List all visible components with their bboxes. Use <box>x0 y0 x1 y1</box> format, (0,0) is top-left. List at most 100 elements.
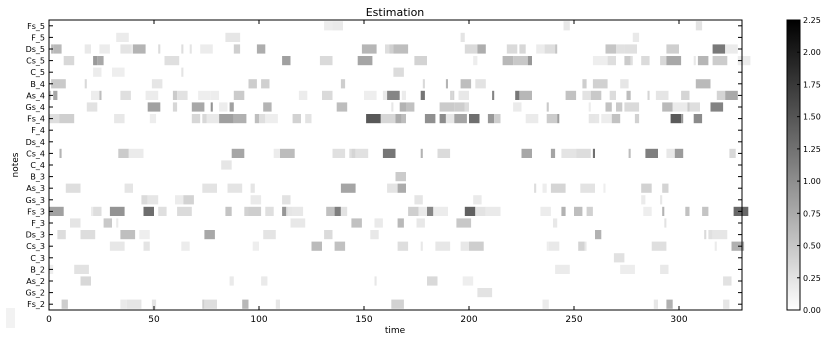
heatmap-cell <box>242 299 249 309</box>
heatmap-cell <box>454 114 467 124</box>
heatmap-cell <box>59 148 62 158</box>
heatmap-cell <box>282 195 291 205</box>
heatmap-cell <box>439 102 455 112</box>
heatmap-cell <box>502 56 514 66</box>
heatmap-cell <box>420 90 425 100</box>
heatmap-cell <box>546 114 558 124</box>
heatmap-cell <box>332 21 343 31</box>
heatmap-cell <box>546 102 549 112</box>
heatmap-cell <box>406 102 415 112</box>
heatmap-cell <box>143 206 154 216</box>
heatmap-cell <box>99 44 110 54</box>
heatmap-cell <box>57 230 66 240</box>
heatmap-cell <box>364 90 377 100</box>
y-tick-label: Fs_5 <box>27 22 45 31</box>
heatmap-cell <box>674 148 684 158</box>
heatmap-cell <box>611 114 621 124</box>
y-tick-label: Cs_5 <box>26 57 45 66</box>
heatmap-cell <box>93 67 102 77</box>
heatmap-cell <box>261 276 268 286</box>
heatmap-cell <box>487 114 495 124</box>
heatmap-cell <box>450 90 453 100</box>
heatmap-cell <box>695 79 711 89</box>
heatmap-cell <box>729 148 736 158</box>
heatmap-cell <box>124 183 133 193</box>
heatmap-cell <box>210 90 220 100</box>
heatmap-cell <box>147 195 159 205</box>
heatmap-cell <box>219 114 234 124</box>
heatmap-cell <box>401 114 406 124</box>
heatmap-cell <box>670 114 682 124</box>
heatmap-cell <box>336 102 348 112</box>
heatmap-cell <box>248 206 262 216</box>
heatmap-cell <box>651 241 667 251</box>
colorbar-tick-label: 2.00 <box>803 48 821 57</box>
y-tick-label: Fs_4 <box>27 115 45 124</box>
y-tick-label: Cs_3 <box>26 242 45 251</box>
y-axis-ticks: Fs_5 F_5 Ds_5 Cs_5 C_5 B_4 As_4 Gs_4 Fs_4 F_4 Ds_4… <box>26 22 742 309</box>
heatmap-cell <box>469 114 480 124</box>
heatmap-cell <box>666 56 682 66</box>
heatmap-cell <box>603 183 606 193</box>
y-tick-label: Ds_4 <box>26 138 45 147</box>
heatmap-cell <box>712 44 726 54</box>
heatmap-cell <box>116 32 129 42</box>
heatmap-cell <box>712 230 728 240</box>
y-tick-label: C_3 <box>30 254 45 263</box>
heatmap-cell <box>391 299 404 309</box>
heatmap-cell <box>616 44 625 54</box>
heatmap-cell <box>114 114 125 124</box>
colorbar-tick-label: 0.75 <box>803 209 821 218</box>
heatmap-cell <box>229 276 234 286</box>
heatmap-cell <box>120 44 131 54</box>
heatmap-cell <box>458 90 469 100</box>
heatmap-cell <box>172 90 178 100</box>
y-tick-label: B_4 <box>30 80 45 89</box>
heatmap-cell <box>672 102 688 112</box>
heatmap-cell <box>624 44 637 54</box>
heatmap-cell <box>546 241 549 251</box>
heatmap-cell <box>395 172 406 182</box>
heatmap-cell <box>112 67 125 77</box>
heatmap-cell <box>151 79 163 89</box>
heatmap-cell <box>387 183 398 193</box>
heatmap-cell <box>592 148 595 158</box>
heatmap-cell <box>99 90 102 100</box>
heatmap-cell <box>227 183 243 193</box>
x-tick-label: 50 <box>148 315 160 325</box>
heatmap-cell <box>172 102 178 112</box>
heatmap-cell <box>521 148 532 158</box>
heatmap-cell <box>191 114 201 124</box>
heatmap-cell <box>712 56 728 66</box>
heatmap-cell <box>695 21 703 31</box>
heatmap-cell <box>588 114 595 124</box>
heatmap-cell <box>231 148 245 158</box>
heatmap-cell <box>120 230 136 240</box>
heatmap-cell <box>250 195 262 205</box>
heatmap-cell <box>366 114 381 124</box>
heatmap-cell <box>53 44 62 54</box>
heatmap-cell <box>282 206 287 216</box>
heatmap-cell <box>492 90 495 100</box>
heatmap-cell <box>389 44 394 54</box>
heatmap-cell <box>391 102 394 112</box>
heatmap-cell <box>397 183 406 193</box>
heatmap-cell <box>689 102 700 112</box>
heatmap-cell <box>290 218 306 228</box>
heatmap-cell <box>555 264 570 274</box>
heatmap-cell <box>254 114 259 124</box>
heatmap-cell <box>687 102 690 112</box>
heatmap-cell <box>399 102 406 112</box>
heatmap-cell <box>534 183 537 193</box>
heatmap-cell <box>624 102 640 112</box>
heatmap-cell <box>263 102 272 112</box>
heatmap-cells <box>49 21 751 309</box>
heatmap-cell <box>221 160 232 170</box>
heatmap-cell <box>393 67 404 77</box>
y-tick-label: B_2 <box>30 265 45 274</box>
heatmap-cell <box>63 56 75 66</box>
heatmap-cell <box>544 44 556 54</box>
heatmap-cell <box>454 102 465 112</box>
heatmap-cell <box>704 230 707 240</box>
heatmap-cell <box>445 114 455 124</box>
